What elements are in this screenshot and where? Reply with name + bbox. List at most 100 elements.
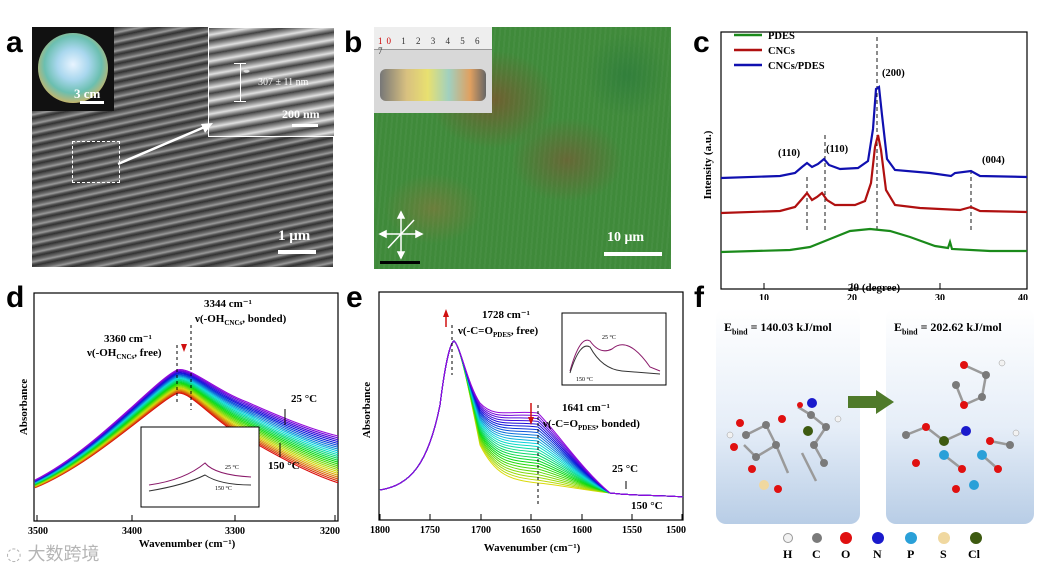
binding-energy-left: Ebind = 140.03 kJ/mol xyxy=(724,320,832,337)
molecule-left xyxy=(726,398,842,493)
ftir-co-arrow-up xyxy=(443,309,449,317)
e-ann-1728-a: 1728 cm⁻¹ xyxy=(482,309,530,321)
molecule-right xyxy=(902,359,1020,493)
xrd-xlabel: 2θ (degree) xyxy=(848,282,901,294)
atom-o-icon xyxy=(840,532,852,544)
xrd-curve-pdes xyxy=(720,227,1027,254)
xrd-annot-110b: (110) xyxy=(826,144,849,155)
xrd-curve-cncs xyxy=(720,134,1028,215)
atom-h-label: H xyxy=(783,547,793,561)
ftir-co-series-line xyxy=(379,340,684,498)
ftir-co-inset: 25 °C 150 °C xyxy=(561,312,667,386)
atom-p-icon xyxy=(905,532,917,544)
sem-scale-label: 1 μm xyxy=(278,228,311,244)
e-ann-1641-a: 1641 cm⁻¹ xyxy=(562,402,610,414)
xrd-annot-200: (200) xyxy=(882,68,905,79)
watermark: ◌ 大数跨境 xyxy=(6,540,99,566)
ftir-oh-xtick: 3400 xyxy=(122,526,142,537)
xrd-xtick: 40 xyxy=(1018,293,1028,300)
binding-cylinder-right xyxy=(886,308,1034,524)
d-ann-3360-a: 3360 cm⁻¹ xyxy=(104,333,152,345)
zoom-scale-label: 200 nm xyxy=(282,107,320,121)
ruler-photo xyxy=(374,27,492,113)
atom-h-icon xyxy=(783,533,793,543)
e-inset-25: 25 °C xyxy=(602,334,616,341)
atom-cl-label: Cl xyxy=(968,547,980,561)
inset-scale-bar xyxy=(80,101,104,104)
xrd-frame xyxy=(720,31,1028,290)
panel-b-label: b xyxy=(344,26,363,59)
zoom-scale-bar xyxy=(292,124,318,127)
ftir-co-xtick: 1600 xyxy=(572,525,592,536)
ftir-co-arrow-down xyxy=(528,417,534,425)
e-ann-1728-b: ν(-C=OPDES, free) xyxy=(457,325,539,339)
panel-f-label: f xyxy=(694,281,704,314)
panel-e-label: e xyxy=(346,281,363,314)
atom-s-label: S xyxy=(940,547,947,561)
ftir-co-curves xyxy=(379,340,684,498)
ftir-oh-inset: 25 °C 150 °C xyxy=(140,426,260,508)
ftir-co-xtick: 1750 xyxy=(420,525,440,536)
legend-cncs: CNCs xyxy=(768,46,795,57)
d-inset-25: 25 °C xyxy=(225,464,239,471)
ftir-oh-xtick: 3500 xyxy=(28,526,48,537)
atom-p-label: P xyxy=(907,547,915,561)
transition-arrow-icon xyxy=(848,390,894,414)
atom-n-icon xyxy=(872,532,884,544)
d-ann-3344-a: 3344 cm⁻¹ xyxy=(204,298,252,310)
xrd-annot-110a: (110) xyxy=(778,148,801,159)
xrd-xtick: 10 xyxy=(759,293,769,300)
d-ann-3360-b: ν(-OHCNCs, free) xyxy=(86,347,162,361)
e-ann-1641-b: ν(-C=OPDES, bonded) xyxy=(542,418,640,432)
zoom-arrow xyxy=(117,123,213,166)
polarizer-cross-icon xyxy=(378,210,424,264)
d-temp-150: 150 °C xyxy=(268,460,300,472)
ftir-oh-xtick: 3300 xyxy=(225,526,245,537)
panel-c-label: c xyxy=(693,26,710,59)
binding-energy-right: Ebind = 202.62 kJ/mol xyxy=(894,320,1002,337)
ftir-co-xtick: 1650 xyxy=(521,525,541,536)
atom-cl-icon xyxy=(970,532,982,544)
ftir-oh-curves xyxy=(34,369,339,489)
measure-label: 307 ± 11 nm xyxy=(258,77,309,88)
atom-o-label: O xyxy=(841,547,851,561)
ftir-oh-frame xyxy=(33,292,339,522)
xrd-chart: 10 20 30 40 PDES CNCs CNCs/PDES (110) (1… xyxy=(702,31,1028,300)
pom-scale-label: 10 μm xyxy=(607,230,645,245)
ftir-oh-xtick: 3200 xyxy=(320,526,340,537)
d-inset-150: 150 °C xyxy=(215,485,232,492)
ftir-oh-chart: 3500 3400 3300 3200 3344 cm⁻¹ ν(-OHCNCs,… xyxy=(18,292,340,550)
atom-s-icon xyxy=(938,532,950,544)
measure-cap-bottom xyxy=(234,101,246,102)
watermark-logo-icon: ◌ xyxy=(6,544,22,565)
ftir-co-ylabel: Absorbance xyxy=(361,382,373,438)
atom-c-label: C xyxy=(812,547,821,561)
xrd-xtick: 20 xyxy=(847,293,857,300)
atom-n-label: N xyxy=(873,547,882,561)
ftir-co-xtick: 1500 xyxy=(666,525,686,536)
measure-line xyxy=(240,64,241,101)
e-temp-150: 150 °C xyxy=(631,500,663,512)
atom-legend: H C O N P S Cl xyxy=(778,532,1008,563)
panel-d-label: d xyxy=(6,281,25,314)
ftir-co-chart: 1800 1750 1700 1650 1600 1550 1500 1728 … xyxy=(361,291,686,554)
ftir-oh-arrow-up xyxy=(181,344,187,352)
ftir-oh-ylabel: Absorbance xyxy=(18,379,30,435)
binding-cylinder-left xyxy=(716,308,860,524)
sem-scale-bar xyxy=(278,250,316,254)
xrd-curve-cncs-pdes xyxy=(720,85,1028,180)
ftir-co-xtick: 1700 xyxy=(471,525,491,536)
d-temp-25: 25 °C xyxy=(291,393,317,405)
petri-dish-photo xyxy=(32,27,114,111)
e-inset-150: 150 °C xyxy=(576,376,593,383)
pom-scale-bar xyxy=(604,252,662,256)
ftir-oh-xlabel: Wavenumber (cm⁻¹) xyxy=(139,538,236,550)
xrd-annot-004: (004) xyxy=(982,155,1005,166)
panel-a-label: a xyxy=(6,26,23,59)
ftir-co-xtick: 1550 xyxy=(622,525,642,536)
e-temp-25: 25 °C xyxy=(612,463,638,475)
atom-c-icon xyxy=(812,533,822,543)
legend-cncs-pdes: CNCs/PDES xyxy=(768,61,825,72)
xrd-xtick: 30 xyxy=(935,293,945,300)
inset-scale-label: 3 cm xyxy=(74,86,101,101)
